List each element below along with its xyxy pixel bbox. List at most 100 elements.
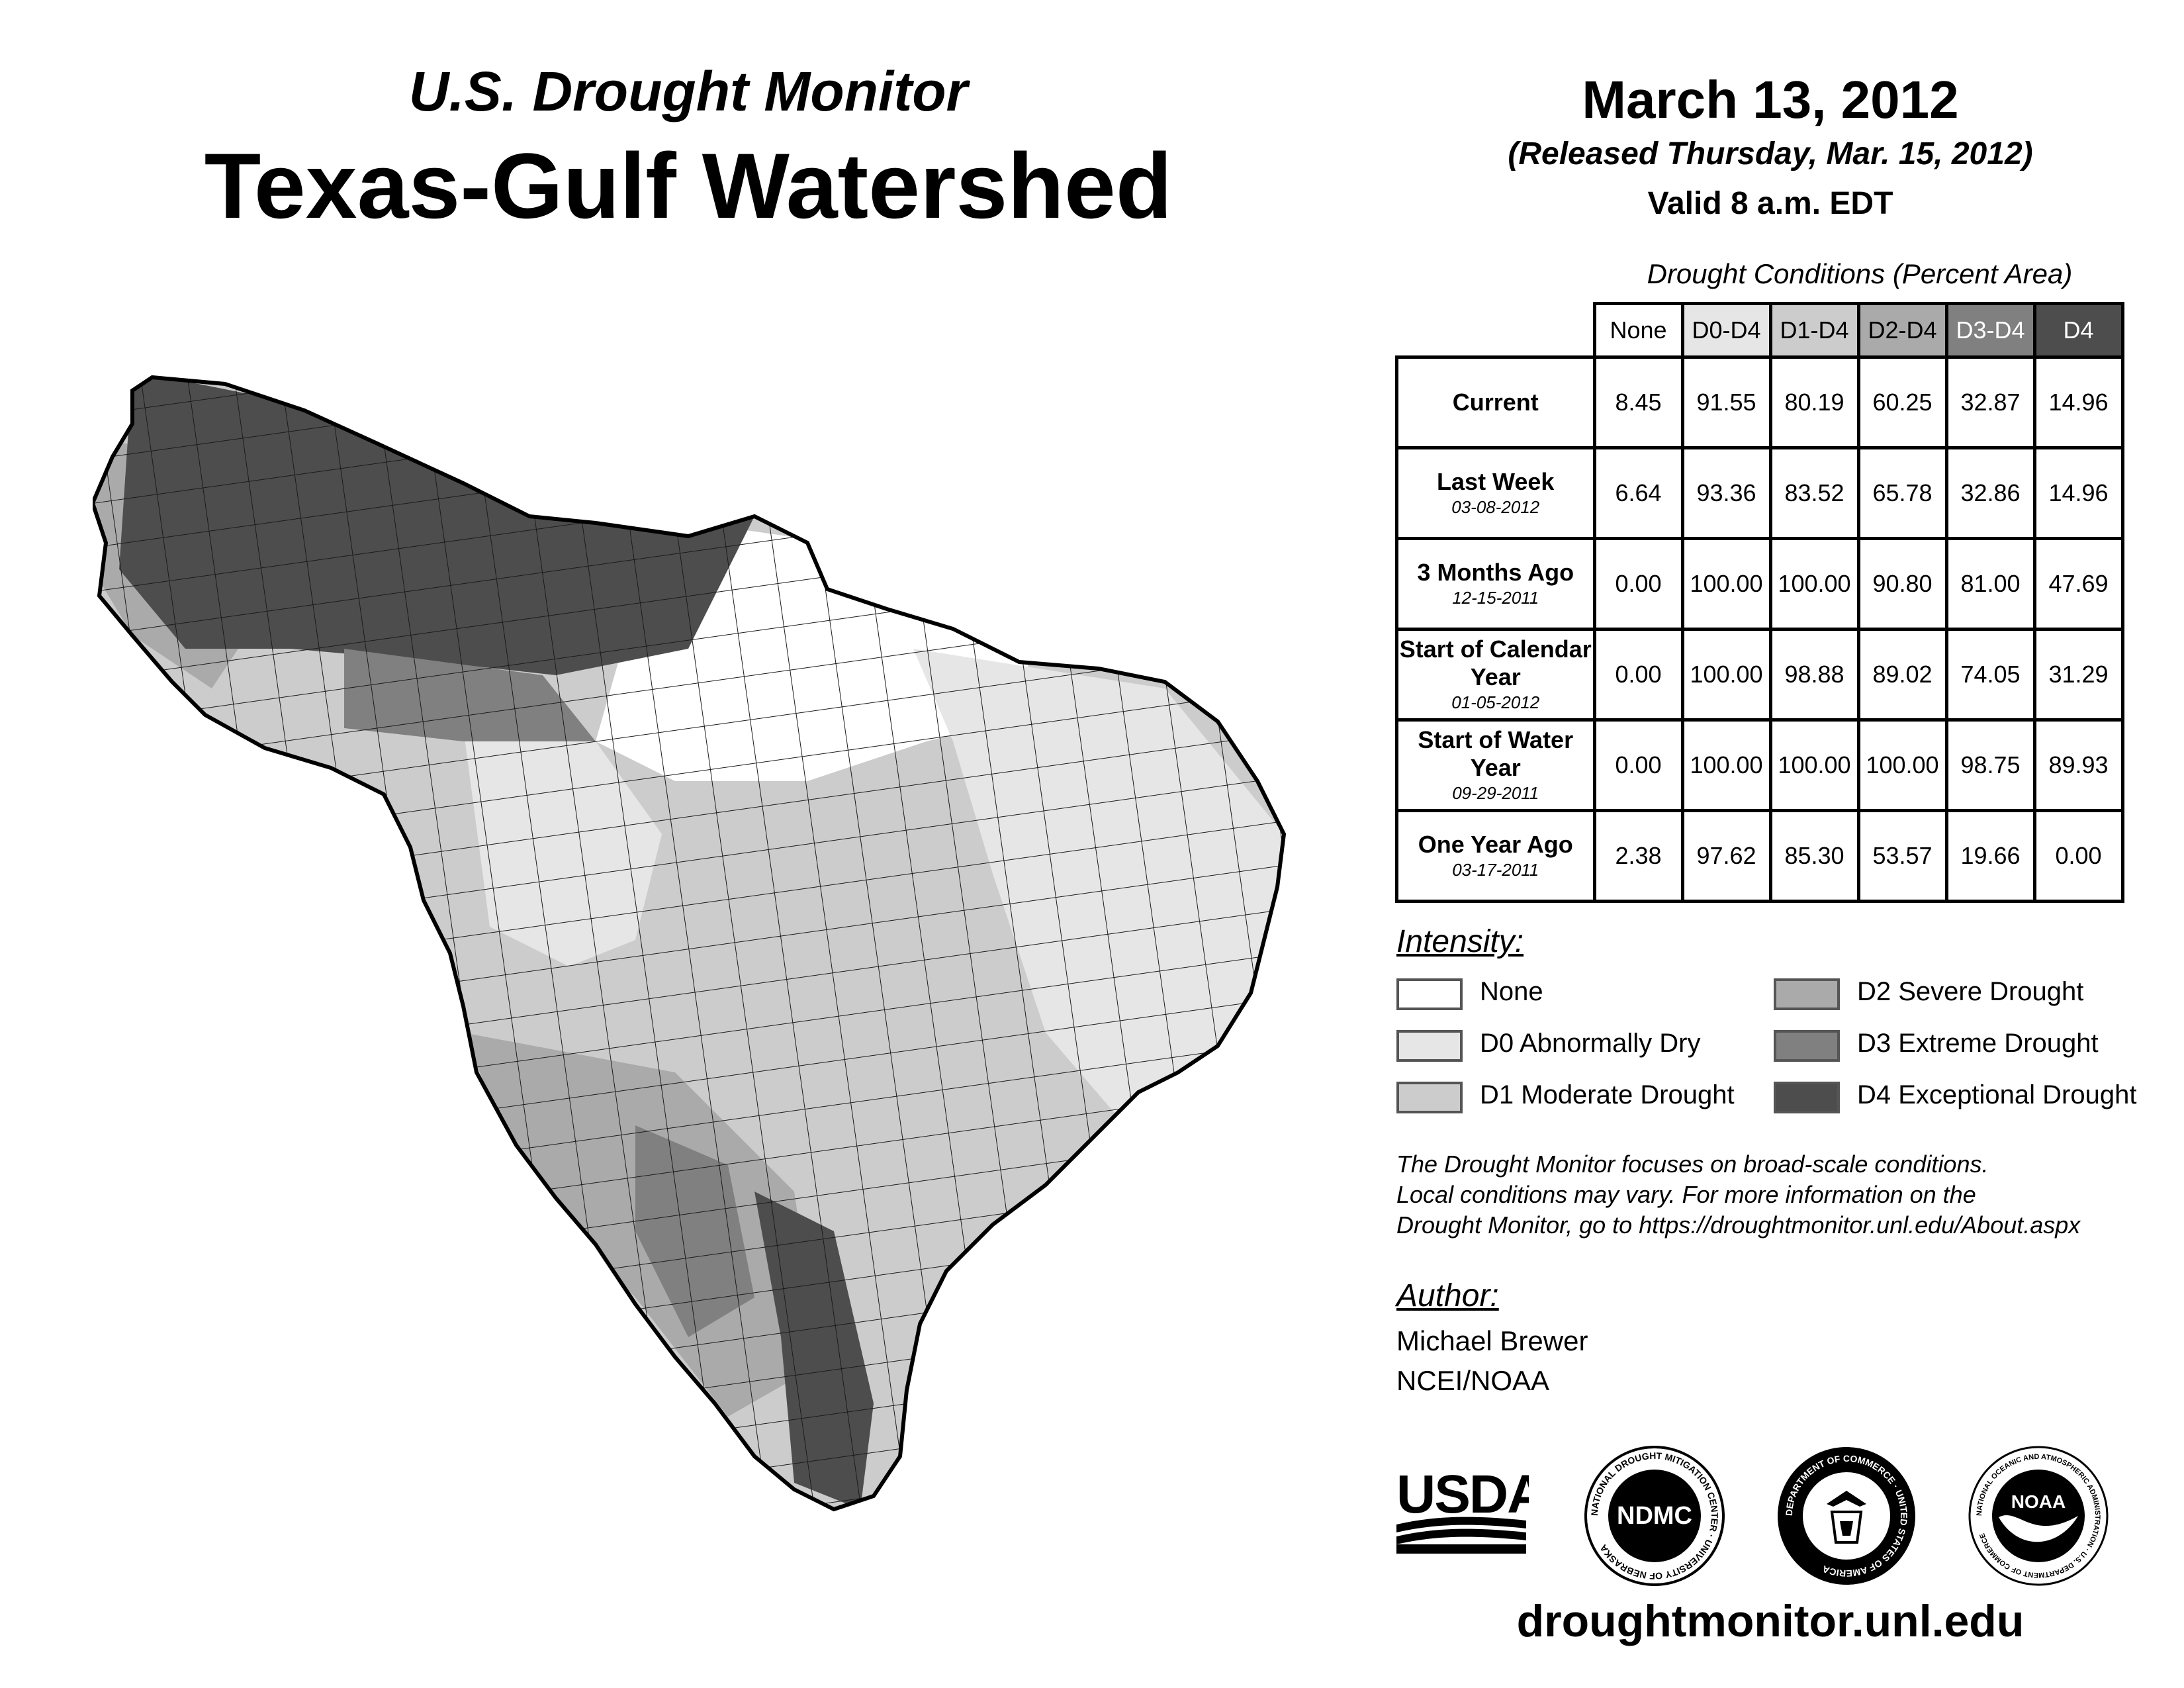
table-cell: 80.19 — [1768, 355, 1860, 449]
row-date: 09-29-2011 — [1452, 783, 1539, 803]
table-cell: 100.00 — [1856, 718, 1948, 812]
table-corner — [1397, 304, 1595, 357]
bird-icon — [1999, 1515, 2078, 1542]
table-cell: 89.02 — [1856, 628, 1948, 722]
table-cell: 97.62 — [1680, 809, 1772, 903]
table-cell: 6.64 — [1592, 446, 1684, 540]
table-cell: 91.55 — [1680, 355, 1772, 449]
table-caption: Drought Conditions (Percent Area) — [1647, 258, 2073, 289]
legend-title: Intensity: — [1396, 924, 1524, 959]
row-label: Last Week 03-08-2012 — [1395, 446, 1596, 540]
legend-swatch — [1774, 1030, 1840, 1062]
ndmc-logo-text: NDMC — [1617, 1502, 1692, 1530]
legend-label: D2 Severe Drought — [1857, 977, 2084, 1006]
shield-icon — [1830, 1511, 1863, 1544]
table-cell: 100.00 — [1768, 537, 1860, 631]
row-label: 3 Months Ago 12-15-2011 — [1395, 537, 1596, 631]
table-cell: 0.00 — [1592, 628, 1684, 722]
legend-label: D1 Moderate Drought — [1480, 1080, 1735, 1109]
valid-time: Valid 8 a.m. EDT — [1647, 186, 1893, 221]
legend-label: D0 Abnormally Dry — [1480, 1029, 1701, 1058]
drought-areas — [93, 377, 1284, 1509]
table-cell: 0.00 — [1592, 718, 1684, 812]
map-date: March 13, 2012 — [1582, 70, 1959, 129]
legend-label: None — [1480, 977, 1543, 1006]
map-title: Texas-Gulf Watershed — [204, 134, 1173, 238]
col-header-d4: D4 — [2032, 302, 2124, 359]
table-cell: 90.80 — [1856, 537, 1948, 631]
table-cell: 14.96 — [2032, 355, 2124, 449]
table-row: Current 8.45 91.55 80.19 60.25 32.87 14.… — [1395, 355, 2124, 449]
row-label: One Year Ago 03-17-2011 — [1395, 809, 1596, 903]
row-label: Start of Calendar Year 01-05-2012 — [1395, 628, 1596, 722]
table-cell: 100.00 — [1680, 718, 1772, 812]
legend-label: D4 Exceptional Drought — [1857, 1080, 2137, 1109]
release-date: (Released Thursday, Mar. 15, 2012) — [1508, 136, 2033, 171]
table-cell: 65.78 — [1856, 446, 1948, 540]
table-cell: 98.75 — [1944, 718, 2036, 812]
table-cell: 0.00 — [2032, 809, 2124, 903]
table-cell: 100.00 — [1680, 628, 1772, 722]
noaa-logo: NATIONAL OCEANIC AND ATMOSPHERIC ADMINIS… — [1968, 1446, 2109, 1586]
legend-swatch — [1396, 978, 1463, 1010]
row-label: Current — [1395, 355, 1596, 449]
usda-logo-text: USDA — [1396, 1464, 1529, 1524]
table-header-row: None D0-D4 D1-D4 D2-D4 D3-D4 D4 — [1397, 302, 2124, 359]
table-cell: 60.25 — [1856, 355, 1948, 449]
legend-swatch — [1396, 1082, 1463, 1113]
table-cell: 98.88 — [1768, 628, 1860, 722]
table-cell: 47.69 — [2032, 537, 2124, 631]
table-row: 3 Months Ago 12-15-2011 0.00 100.00 100.0… — [1395, 537, 2124, 631]
table-cell: 89.93 — [2032, 718, 2124, 812]
table-cell: 85.30 — [1768, 809, 1860, 903]
table-row: Start of Water Year 09-29-2011 0.00 100.0… — [1395, 718, 2124, 812]
note-line-2: Local conditions may vary. For more info… — [1396, 1181, 1976, 1208]
row-date: 03-08-2012 — [1451, 497, 1540, 517]
legend-label: D3 Extreme Drought — [1857, 1029, 2099, 1058]
author-title: Author: — [1396, 1278, 1499, 1313]
drought-map — [93, 375, 1287, 1512]
usda-logo: USDA — [1396, 1464, 1529, 1554]
col-header-d2-d4: D2-D4 — [1856, 302, 1948, 359]
author-org: NCEI/NOAA — [1396, 1365, 1550, 1396]
author-name: Michael Brewer — [1396, 1325, 1588, 1356]
legend-swatch — [1774, 1082, 1840, 1113]
note-line-1: The Drought Monitor focuses on broad-sca… — [1396, 1150, 1989, 1178]
watershed-boundary — [93, 375, 1287, 1512]
row-label: Start of Water Year 09-29-2011 — [1395, 718, 1596, 812]
table-cell: 100.00 — [1768, 718, 1860, 812]
ndmc-logo: NATIONAL DROUGHT MITIGATION CENTER · UNI… — [1584, 1446, 1725, 1586]
table-cell: 32.86 — [1944, 446, 2036, 540]
row-date: 12-15-2011 — [1452, 588, 1539, 608]
table-cell: 74.05 — [1944, 628, 2036, 722]
col-header-d0-d4: D0-D4 — [1680, 302, 1772, 359]
noaa-logo-text: NOAA — [2011, 1491, 2066, 1512]
doc-seal-logo: DEPARTMENT OF COMMERCE · UNITED STATES O… — [1778, 1447, 1915, 1585]
row-date: 03-17-2011 — [1452, 860, 1539, 880]
row-date: 01-05-2012 — [1451, 692, 1540, 712]
col-header-none: None — [1592, 302, 1684, 359]
table-cell: 32.87 — [1944, 355, 2036, 449]
table-cell: 2.38 — [1592, 809, 1684, 903]
table-cell: 83.52 — [1768, 446, 1860, 540]
legend-swatch — [1774, 978, 1840, 1010]
table-row: Last Week 03-08-2012 6.64 93.36 83.52 65.… — [1395, 446, 2124, 540]
table-cell: 53.57 — [1856, 809, 1948, 903]
table-row: One Year Ago 03-17-2011 2.38 97.62 85.30 … — [1395, 809, 2124, 903]
table-cell: 14.96 — [2032, 446, 2124, 540]
table-row: Start of Calendar Year 01-05-2012 0.00 10… — [1395, 628, 2124, 722]
col-header-d1-d4: D1-D4 — [1768, 302, 1860, 359]
table-cell: 93.36 — [1680, 446, 1772, 540]
map-subtitle: U.S. Drought Monitor — [408, 60, 968, 122]
table-cell: 8.45 — [1592, 355, 1684, 449]
eagle-icon — [1827, 1491, 1866, 1507]
table-cell: 100.00 — [1680, 537, 1772, 631]
note-line-3: Drought Monitor, go to https://droughtmo… — [1396, 1211, 2081, 1239]
col-header-d3-d4: D3-D4 — [1944, 302, 2036, 359]
legend-swatch — [1396, 1030, 1463, 1062]
table-cell: 0.00 — [1592, 537, 1684, 631]
table-cell: 19.66 — [1944, 809, 2036, 903]
county-lines — [93, 377, 1284, 1509]
drought-conditions-table: None D0-D4 D1-D4 D2-D4 D3-D4 D4 Current … — [1395, 302, 2124, 903]
table-cell: 81.00 — [1944, 537, 2036, 631]
